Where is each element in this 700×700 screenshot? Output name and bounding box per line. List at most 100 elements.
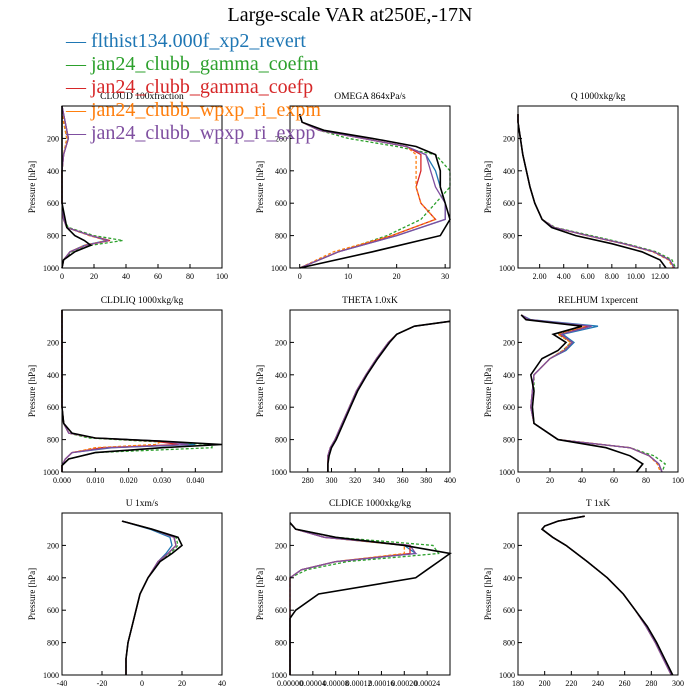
series-line [541, 515, 672, 676]
legend-item: — jan24_clubb_wpxp_ri_expp [66, 122, 321, 145]
y-axis-label: Pressure [hPa] [27, 568, 37, 620]
y-tick-label: 600 [275, 403, 287, 412]
y-tick-label: 600 [47, 199, 59, 208]
series-line [121, 520, 184, 675]
y-tick-label: 200 [275, 541, 287, 550]
y-tick-label: 800 [47, 232, 59, 241]
y-tick-label: 1000 [271, 264, 287, 273]
series-line [121, 520, 177, 675]
panel-4: 280 300 320 340 360 380 400 200 400 600 800 1000 Pre… [255, 296, 456, 485]
x-tick-label: 0.010 [86, 476, 104, 485]
y-tick-label: 800 [47, 639, 59, 648]
x-tick-label: 80 [642, 476, 650, 485]
y-tick-label: 200 [503, 134, 515, 143]
y-tick-label: 800 [275, 436, 287, 445]
series-line [520, 314, 663, 473]
y-tick-label: 400 [47, 371, 59, 380]
y-axis-label: Pressure [hPa] [255, 365, 265, 417]
series-line [298, 113, 451, 269]
series-line [541, 515, 672, 676]
series-line [520, 314, 666, 473]
series-line [520, 314, 644, 473]
legend-swatch: — [66, 99, 91, 121]
plot-frame [289, 105, 451, 269]
x-tick-label: 0.00016 [368, 679, 394, 688]
y-axis-label: Pressure [hPa] [483, 161, 493, 213]
legend-swatch: — [66, 30, 91, 52]
series-line [299, 113, 446, 269]
figure-title: Large-scale VAR at250E,-17N [227, 4, 473, 26]
y-tick-label: 600 [275, 199, 287, 208]
series-line [289, 522, 411, 675]
x-tick-label: 220 [565, 679, 577, 688]
y-tick-label: 200 [503, 338, 515, 347]
legend-label: flthist134.000f_xp2_revert [91, 30, 306, 52]
x-tick-label: 280 [645, 679, 657, 688]
series-line [289, 522, 405, 675]
x-tick-label: 0.00024 [414, 679, 440, 688]
panel-2: 2.00 4.00 6.00 8.00 10.00 12.00 200 400 600 800 10… [483, 92, 679, 281]
y-tick-label: 800 [503, 436, 515, 445]
series-line [541, 515, 672, 676]
y-tick-label: 1000 [43, 264, 59, 273]
x-tick-label: 40 [578, 476, 586, 485]
y-tick-label: 200 [47, 541, 59, 550]
series-line [517, 114, 674, 269]
y-tick-label: 800 [503, 639, 515, 648]
series-line [520, 314, 663, 473]
series-line [289, 522, 417, 675]
y-tick-label: 600 [503, 606, 515, 615]
panel-0: 0 20 40 60 80 100 200 400 600 800 1000 Pressure [hP… [27, 91, 228, 281]
x-tick-label: 12.00 [651, 272, 669, 281]
series-line [61, 105, 109, 269]
x-tick-label: 280 [302, 476, 314, 485]
x-tick-label: 0.020 [120, 476, 138, 485]
legend-swatch: — [66, 76, 91, 98]
y-tick-label: 400 [503, 371, 515, 380]
panel-1: 0 10 20 30 200 400 600 800 1000 Pressure [hPa] OME… [255, 92, 451, 281]
x-tick-label: 300 [325, 476, 337, 485]
y-tick-label: 1000 [271, 468, 287, 477]
series-line [517, 114, 675, 269]
y-tick-label: 400 [47, 167, 59, 176]
panel-title: Q 1000xkg/kg [571, 92, 626, 102]
series-line [517, 114, 675, 269]
panel-title: CLDLIQ 1000xkg/kg [101, 296, 184, 306]
panel-title: RELHUM 1xpercent [558, 296, 638, 306]
series-line [520, 314, 663, 473]
series-line [121, 520, 177, 675]
x-tick-label: 100 [216, 272, 228, 281]
panel-title: T 1xK [586, 499, 611, 509]
y-axis-label: Pressure [hPa] [27, 365, 37, 417]
series-line [299, 113, 446, 269]
y-tick-label: 400 [275, 574, 287, 583]
y-tick-label: 200 [275, 338, 287, 347]
x-tick-label: 0 [140, 679, 144, 688]
y-tick-label: 800 [275, 639, 287, 648]
x-tick-label: 100 [672, 476, 684, 485]
panel-3: 0.000 0.010 0.020 0.030 0.040 200 400 600 800 100… [27, 296, 223, 485]
y-tick-label: 400 [275, 167, 287, 176]
plot-frame [61, 105, 223, 269]
series-line [61, 105, 123, 269]
x-tick-label: 0.040 [186, 476, 204, 485]
legend-label: jan24_clubb_gamma_coefp [91, 76, 314, 98]
panel-title: CLOUD 100xfraction [100, 91, 184, 102]
y-axis-label: Pressure [hPa] [255, 568, 265, 620]
plot-frame [517, 512, 679, 676]
series-line [327, 320, 451, 472]
y-tick-label: 200 [275, 134, 287, 143]
y-tick-label: 1000 [499, 468, 515, 477]
panel-5: 0 20 40 60 80 100 200 400 600 800 1000 Pressure [hP… [483, 296, 684, 485]
y-tick-label: 200 [47, 338, 59, 347]
x-tick-label: 240 [592, 679, 604, 688]
x-tick-label: -40 [57, 679, 68, 688]
series-line [121, 520, 173, 675]
x-tick-label: 20 [90, 272, 98, 281]
x-tick-label: 40 [122, 272, 130, 281]
y-tick-label: 200 [47, 134, 59, 143]
x-tick-label: 10.00 [627, 272, 645, 281]
series-line [121, 520, 177, 675]
legend-item: — jan24_clubb_gamma_coefm [66, 53, 321, 76]
